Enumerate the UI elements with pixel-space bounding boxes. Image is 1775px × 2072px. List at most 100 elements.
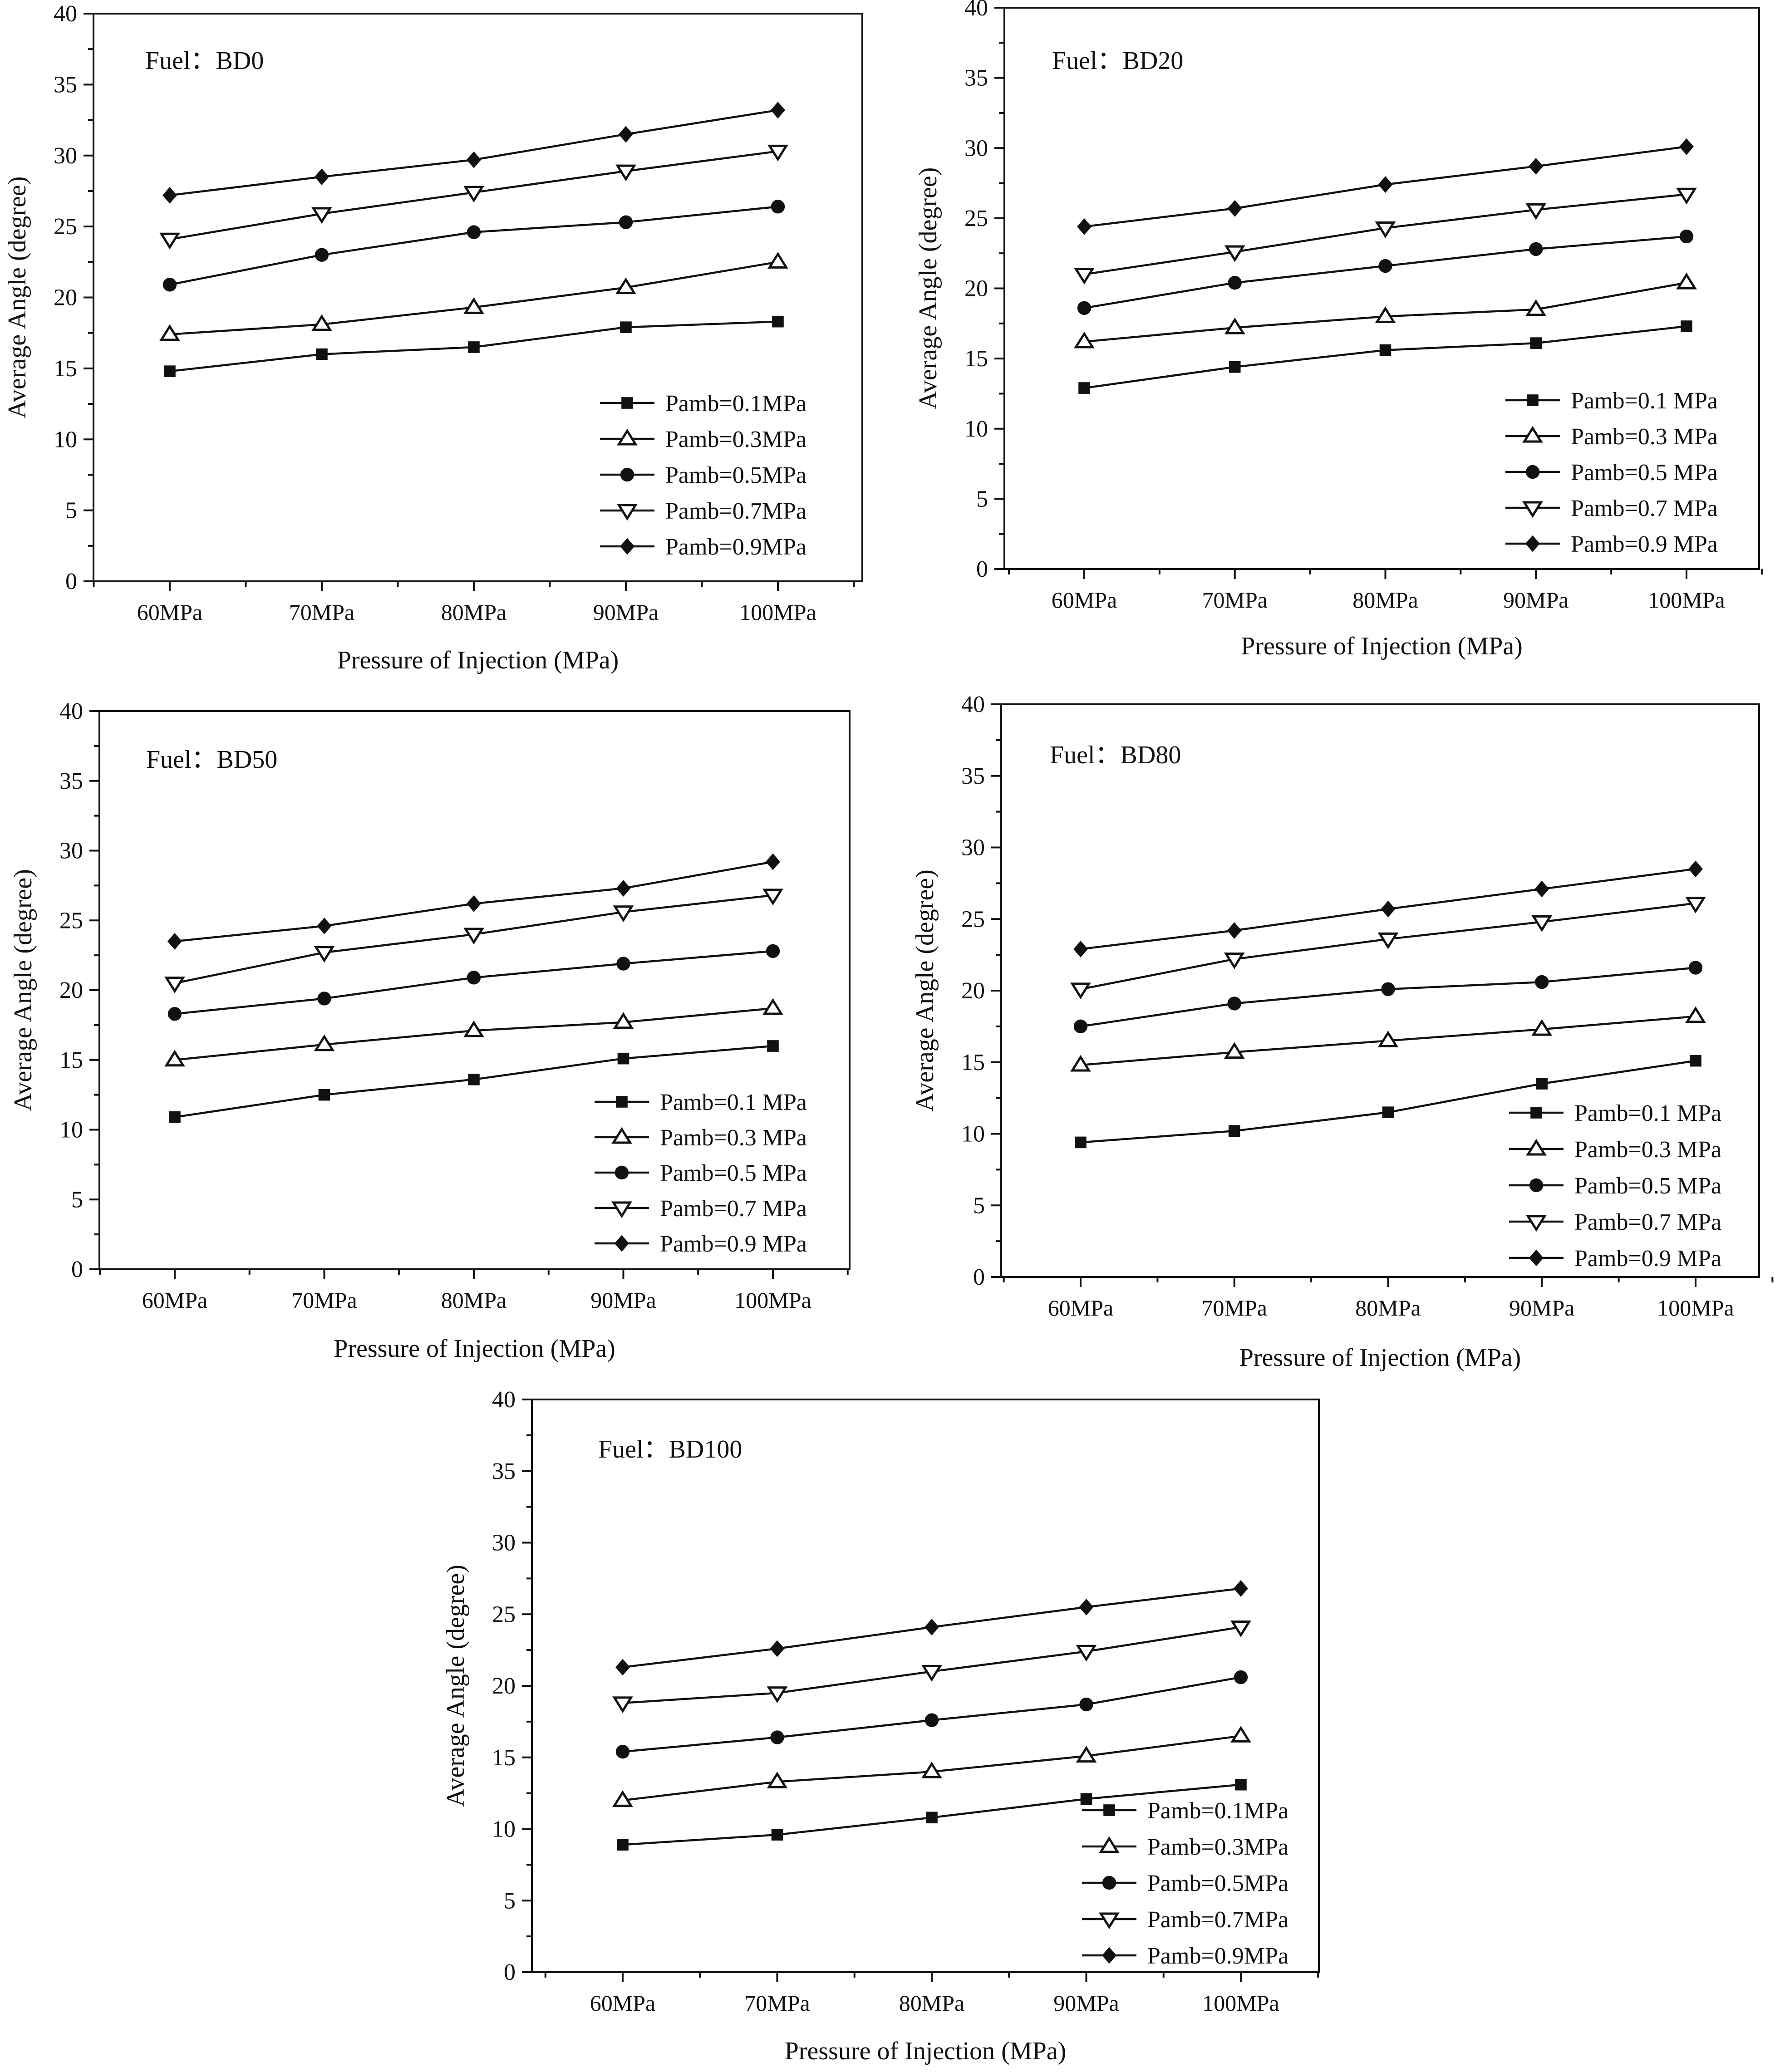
y-tick-label: 35	[961, 763, 985, 789]
y-tick-label: 10	[961, 1121, 985, 1147]
legend-label: Pamb=0.7MPa	[1147, 1907, 1288, 1933]
data-point	[1074, 331, 1095, 349]
y-tick-label: 40	[54, 1, 77, 27]
data-point	[1224, 317, 1245, 334]
series-1	[617, 1778, 1247, 1851]
y-tick-label: 0	[504, 1959, 516, 1985]
x-tick-label: 80MPa	[441, 599, 506, 625]
data-point	[1525, 299, 1547, 316]
data-point	[159, 324, 180, 341]
legend-label: Pamb=0.1MPa	[1147, 1798, 1288, 1824]
data-point	[162, 187, 177, 204]
data-point	[169, 1111, 181, 1123]
data-point	[1070, 982, 1091, 1000]
data-point	[1688, 860, 1703, 878]
data-point	[1227, 200, 1242, 217]
data-point	[1536, 1078, 1548, 1090]
data-point	[1525, 203, 1547, 220]
x-tick-label: 100MPa	[734, 1287, 811, 1313]
legend: Pamb=0.1MPa Pamb=0.3MPa Pamb=0.5MPa Pamb=0.…	[600, 391, 806, 560]
data-point	[617, 1839, 629, 1851]
data-point	[921, 1664, 942, 1682]
series-5	[615, 1580, 1248, 1676]
chart-title: Fuel：BD20	[1052, 47, 1183, 75]
y-tick-label: 10	[59, 1117, 83, 1143]
series-1	[164, 315, 784, 377]
x-tick-label: 90MPa	[593, 599, 659, 625]
data-point	[612, 1696, 633, 1714]
y-tick-label: 30	[54, 143, 77, 169]
data-point	[314, 1034, 335, 1051]
data-point	[1229, 361, 1241, 373]
y-tick-label: 15	[54, 356, 77, 382]
legend-label: Pamb=0.3MPa	[665, 427, 806, 452]
data-point	[616, 880, 631, 897]
data-point	[619, 215, 633, 229]
legend-marker	[1529, 1178, 1544, 1193]
data-point	[613, 905, 634, 923]
legend-marker	[1102, 1876, 1116, 1890]
data-point	[1685, 897, 1706, 913]
x-tick-label: 100MPa	[1657, 1295, 1734, 1321]
legend-label: Pamb=0.1 MPa	[1571, 388, 1718, 414]
legend-item: Pamb=0.3 MPa	[595, 1125, 807, 1151]
legend-label: Pamb=0.7 MPa	[1571, 496, 1718, 521]
data-point	[771, 1829, 783, 1841]
data-point	[463, 186, 484, 203]
x-tick-label: 90MPa	[1503, 587, 1568, 613]
data-point	[164, 365, 176, 377]
series-line	[1080, 967, 1696, 1028]
legend: Pamb=0.1 MPa Pamb=0.3 MPa Pamb=0.5 MPa Pamb…	[1505, 388, 1718, 557]
data-point	[613, 1012, 634, 1029]
legend-marker	[611, 1201, 632, 1218]
series-1	[169, 1040, 779, 1123]
legend-label: Pamb=0.5 MPa	[1571, 460, 1718, 486]
chart-panel-5: 0 5 10 15 20 25 30 35 40 60MPa 70MPa 80MPa 90MPa 100M…	[442, 1387, 1320, 2065]
data-point	[1530, 337, 1542, 349]
y-tick-label: 30	[59, 838, 83, 864]
data-point	[1228, 1125, 1240, 1137]
data-point	[771, 102, 785, 119]
data-point	[1075, 1136, 1087, 1149]
chart-panel-4: 0 5 10 15 20 25 30 35 40 60MPa 70MPa 80MPa 90MPa 100M…	[911, 692, 1774, 1372]
legend-item: Pamb=0.5MPa	[1082, 1871, 1288, 1896]
y-tick-label: 20	[964, 276, 988, 302]
legend-label: Pamb=0.9 MPa	[1574, 1246, 1721, 1272]
plot-frame	[93, 13, 863, 582]
x-axis-title: Pressure of Injection (MPa)	[334, 1335, 615, 1363]
data-point	[314, 946, 335, 963]
data-point	[463, 297, 484, 314]
data-point	[1077, 301, 1092, 315]
legend-item: Pamb=0.7 MPa	[595, 1196, 807, 1222]
legend-marker	[621, 397, 633, 409]
data-point	[468, 341, 480, 353]
data-point	[1381, 982, 1395, 997]
chart-title: Fuel：BD0	[145, 47, 264, 75]
legend-item: Pamb=0.7 MPa	[1509, 1209, 1721, 1235]
data-point	[766, 853, 780, 870]
y-tick-label: 10	[492, 1817, 516, 1842]
legend-item: Pamb=0.9 MPa	[1505, 531, 1718, 557]
legend-marker	[1099, 1912, 1120, 1930]
legend-item: Pamb=0.7 MPa	[1505, 496, 1718, 521]
legend-marker	[611, 1127, 632, 1144]
y-axis-title: Average Angle (degree)	[911, 869, 939, 1112]
y-tick-label: 0	[65, 569, 77, 594]
y-tick-label: 25	[961, 906, 985, 932]
x-tick-label: 60MPa	[590, 1990, 655, 2016]
legend-item: Pamb=0.9MPa	[600, 534, 806, 560]
data-point	[1224, 1042, 1245, 1059]
series-3	[1073, 961, 1703, 1034]
y-tick-label: 10	[54, 427, 77, 452]
data-point	[315, 168, 329, 186]
series-4	[612, 1620, 1251, 1714]
data-point	[771, 200, 785, 214]
data-point	[1079, 1697, 1093, 1712]
data-point	[767, 144, 788, 162]
data-point	[1679, 138, 1694, 155]
data-point	[616, 957, 630, 971]
data-point	[467, 225, 481, 239]
x-axis-title: Pressure of Injection (MPa)	[1239, 1344, 1521, 1372]
legend-label: Pamb=0.5MPa	[665, 462, 806, 488]
